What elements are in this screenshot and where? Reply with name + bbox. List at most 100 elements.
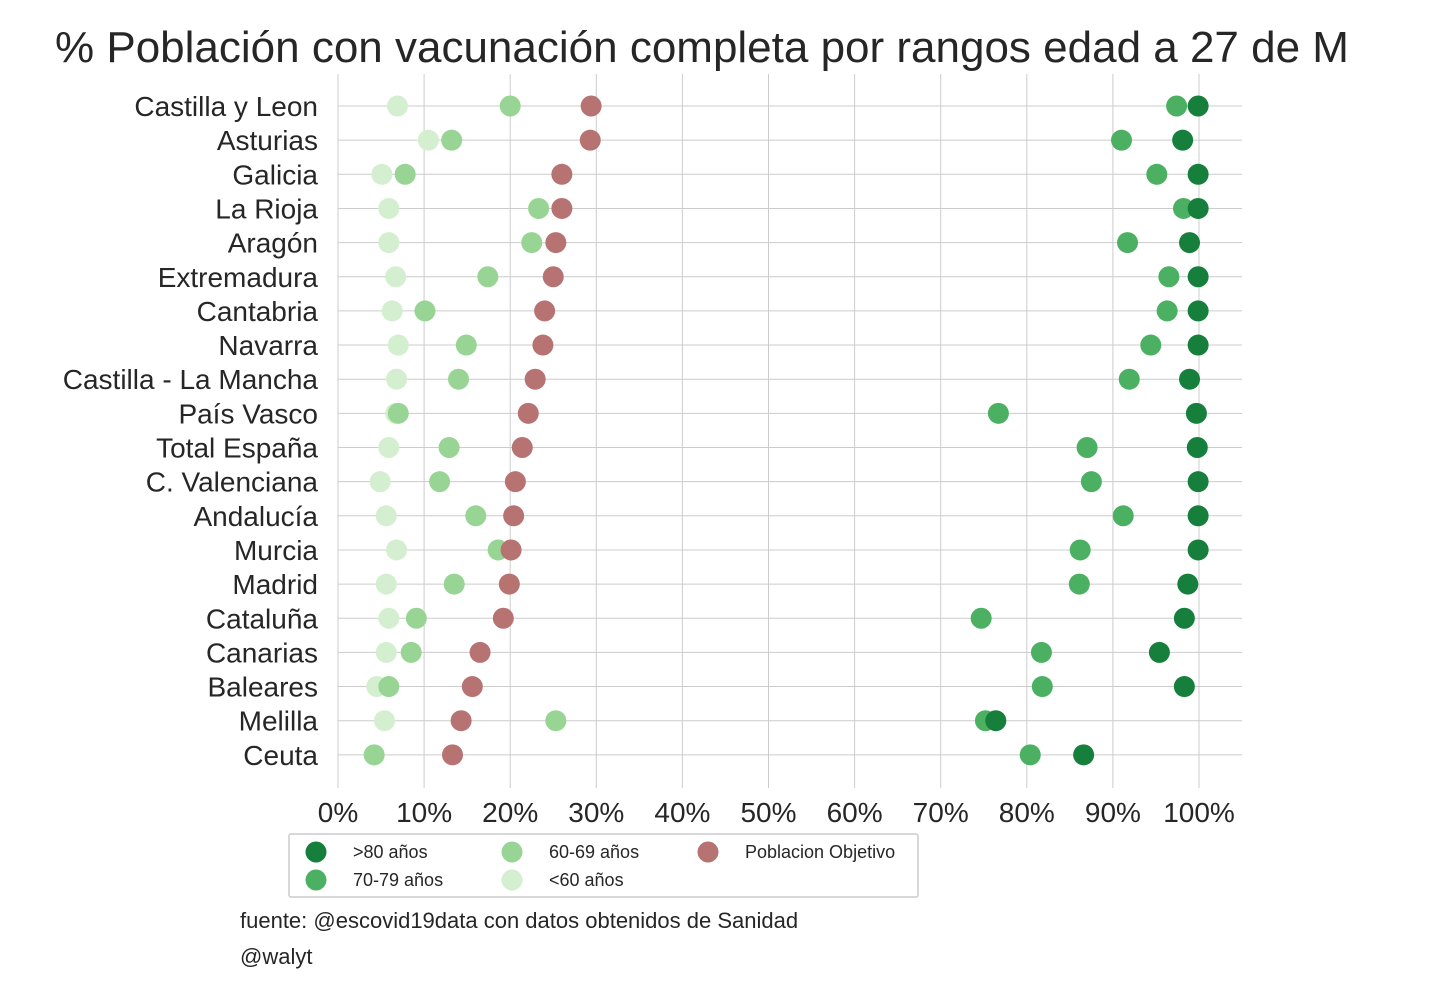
- legend-label: Poblacion Objetivo: [745, 842, 895, 862]
- y-tick-label: Cantabria: [197, 296, 319, 327]
- data-point: [517, 402, 539, 424]
- data-point: [1179, 232, 1201, 254]
- data-points: [363, 95, 1209, 766]
- y-tick-label: Extremadura: [158, 262, 319, 293]
- data-point: [378, 676, 400, 698]
- x-tick-label: 30%: [568, 797, 624, 828]
- data-point: [970, 607, 992, 629]
- data-point: [987, 402, 1009, 424]
- series-group: [985, 95, 1209, 766]
- data-point: [394, 163, 416, 185]
- data-point: [500, 539, 522, 561]
- data-point: [579, 129, 601, 151]
- data-point: [378, 437, 400, 458]
- legend-marker: [697, 841, 719, 863]
- author-note: @walyt: [240, 944, 313, 969]
- data-point: [429, 471, 451, 493]
- y-tick-label: Aragón: [228, 228, 318, 259]
- y-tick-label: País Vasco: [178, 398, 318, 429]
- data-point: [528, 197, 550, 219]
- x-tick-label: 90%: [1085, 797, 1141, 828]
- data-point: [521, 232, 543, 254]
- data-point: [1186, 437, 1208, 458]
- data-point: [511, 437, 533, 458]
- data-point: [378, 607, 400, 629]
- data-point: [414, 300, 436, 322]
- data-point: [469, 641, 491, 663]
- chart-title: % Población con vacunación completa por …: [55, 23, 1349, 72]
- data-point: [465, 505, 487, 527]
- data-point: [386, 368, 408, 390]
- data-point: [534, 300, 556, 322]
- data-point: [371, 163, 393, 185]
- data-point: [378, 197, 400, 219]
- legend-marker: [305, 869, 327, 891]
- data-point: [441, 129, 463, 151]
- series-group: [442, 95, 602, 766]
- data-point: [985, 710, 1007, 732]
- y-tick-label: Navarra: [218, 330, 318, 361]
- y-tick-label: La Rioja: [215, 193, 318, 224]
- data-point: [1173, 197, 1195, 219]
- data-point: [1073, 744, 1095, 766]
- y-tick-label: Total España: [156, 433, 318, 464]
- x-tick-label: 40%: [654, 797, 710, 828]
- legend-label: <60 años: [549, 870, 624, 890]
- y-tick-label: Canarias: [206, 637, 318, 668]
- source-note: fuente: @escovid19data con datos obtenid…: [240, 908, 799, 933]
- data-point: [551, 163, 573, 185]
- data-point: [1030, 641, 1052, 663]
- data-point: [551, 197, 573, 219]
- data-point: [417, 129, 439, 151]
- data-point: [448, 368, 470, 390]
- legend: >80 años 70-79 años 60-69 años <60 años Pobl…: [288, 833, 919, 898]
- data-point: [1177, 573, 1199, 595]
- y-tick-label: Melilla: [239, 706, 319, 737]
- y-tick-label: Andalucía: [193, 501, 318, 532]
- data-point: [438, 437, 460, 458]
- data-point: [381, 300, 403, 322]
- y-tick-label: Castilla - La Mancha: [63, 364, 319, 395]
- series-group: [970, 95, 1195, 766]
- data-point: [504, 471, 526, 493]
- data-point: [385, 266, 407, 288]
- data-point: [545, 710, 567, 732]
- legend-marker: [501, 869, 523, 891]
- data-point: [1156, 300, 1178, 322]
- data-point: [1111, 129, 1133, 151]
- data-point: [1187, 505, 1209, 527]
- data-point: [524, 368, 546, 390]
- data-point: [387, 334, 409, 356]
- y-tick-label: Murcia: [234, 535, 318, 566]
- data-point: [1118, 368, 1140, 390]
- x-axis-ticks: 0% 10% 20% 30% 40% 50% 60% 70% 80% 90% 100%: [318, 797, 1235, 828]
- data-point: [532, 334, 554, 356]
- data-point: [580, 95, 602, 117]
- x-tick-label: 100%: [1163, 797, 1235, 828]
- data-point: [1187, 300, 1209, 322]
- data-point: [542, 266, 564, 288]
- legend-marker: [501, 841, 523, 863]
- x-tick-label: 20%: [482, 797, 538, 828]
- y-tick-label: C. Valenciana: [146, 467, 319, 498]
- data-point: [503, 505, 525, 527]
- data-point: [1166, 95, 1188, 117]
- data-point: [455, 334, 477, 356]
- data-point: [363, 744, 385, 766]
- data-point: [1140, 334, 1162, 356]
- x-tick-label: 80%: [999, 797, 1055, 828]
- data-point: [1187, 163, 1209, 185]
- data-point: [443, 573, 465, 595]
- data-point: [545, 232, 567, 254]
- data-point: [1146, 163, 1168, 185]
- legend-label: >80 años: [353, 842, 428, 862]
- data-point: [477, 266, 499, 288]
- data-point: [375, 505, 397, 527]
- data-point: [1019, 744, 1041, 766]
- data-point: [373, 710, 395, 732]
- x-tick-label: 70%: [913, 797, 969, 828]
- data-point: [1076, 437, 1098, 458]
- data-point: [1187, 266, 1209, 288]
- data-point: [1148, 641, 1170, 663]
- data-point: [1158, 266, 1180, 288]
